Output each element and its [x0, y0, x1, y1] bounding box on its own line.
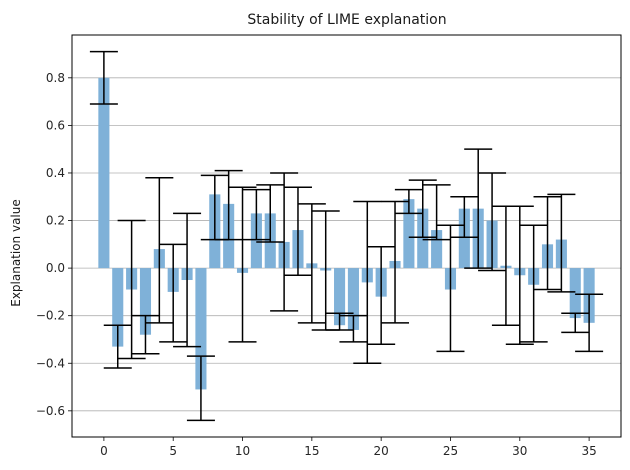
- bar: [458, 208, 470, 269]
- error-bar: [436, 224, 465, 353]
- chart-title: Stability of LIME explanation: [247, 12, 446, 28]
- error-bar: [464, 148, 493, 269]
- error-bar: [89, 50, 118, 105]
- error-bar: [408, 179, 437, 238]
- error-bar: [519, 224, 548, 343]
- error-bar: [422, 184, 451, 241]
- plot-frame: [71, 34, 622, 438]
- error-bar: [256, 184, 285, 243]
- y-tick-label: −0.6: [36, 404, 65, 418]
- y-tick-label: −0.2: [36, 309, 65, 323]
- bar: [347, 268, 359, 330]
- bar: [417, 208, 429, 269]
- error-bar: [339, 314, 368, 343]
- error-bar: [270, 172, 299, 312]
- x-tick-label: 20: [374, 444, 389, 458]
- y-tick-label: 0.2: [46, 214, 65, 228]
- bar: [569, 268, 581, 319]
- x-tick-label: 30: [512, 444, 527, 458]
- error-bar: [561, 312, 590, 334]
- bar: [431, 230, 443, 269]
- error-bar: [242, 188, 271, 241]
- error-bar: [103, 324, 132, 369]
- y-axis-label: Explanation value: [9, 199, 23, 307]
- x-tick-label: 5: [169, 444, 177, 458]
- error-bar: [505, 205, 534, 345]
- error-bar: [381, 200, 410, 324]
- error-bar: [367, 245, 396, 345]
- error-bar: [478, 172, 507, 272]
- bar: [98, 77, 110, 269]
- x-tick-label: 10: [235, 444, 250, 458]
- bar: [139, 268, 152, 335]
- bar: [403, 199, 415, 269]
- y-tick-label: 0.0: [46, 261, 65, 275]
- error-bars: [89, 50, 604, 422]
- error-bar: [353, 200, 382, 365]
- bar: [250, 213, 262, 269]
- y-tick-label: 0.6: [46, 118, 65, 132]
- error-bar: [283, 186, 312, 276]
- error-bar: [186, 355, 215, 422]
- y-tick-label: 0.4: [46, 166, 65, 180]
- error-bar: [394, 188, 423, 215]
- error-bar: [117, 219, 146, 360]
- y-grid-lines: [72, 77, 621, 412]
- error-bar: [159, 243, 188, 343]
- error-bar: [228, 186, 257, 343]
- bar: [334, 268, 346, 326]
- error-bar: [533, 196, 562, 291]
- y-tick-label: 0.8: [46, 71, 65, 85]
- error-bar: [575, 293, 604, 353]
- error-bar: [131, 314, 160, 355]
- error-bar: [173, 212, 202, 348]
- y-axis-ticks: −0.6 −0.4 −0.2 0.0 0.2 0.4 0.6 0.8: [36, 71, 72, 418]
- x-axis-ticks: 0 5 10 15 20 25 30 35: [100, 437, 597, 458]
- error-bar: [145, 176, 174, 324]
- bar: [112, 268, 124, 347]
- error-bar: [214, 169, 243, 241]
- x-tick-label: 35: [581, 444, 596, 458]
- bar: [195, 268, 207, 390]
- error-bar: [450, 196, 479, 238]
- x-tick-label: 15: [304, 444, 319, 458]
- error-bar: [547, 193, 576, 293]
- y-tick-label: −0.4: [36, 356, 65, 370]
- x-tick-label: 25: [443, 444, 458, 458]
- error-bar: [297, 203, 326, 324]
- x-tick-label: 0: [100, 444, 108, 458]
